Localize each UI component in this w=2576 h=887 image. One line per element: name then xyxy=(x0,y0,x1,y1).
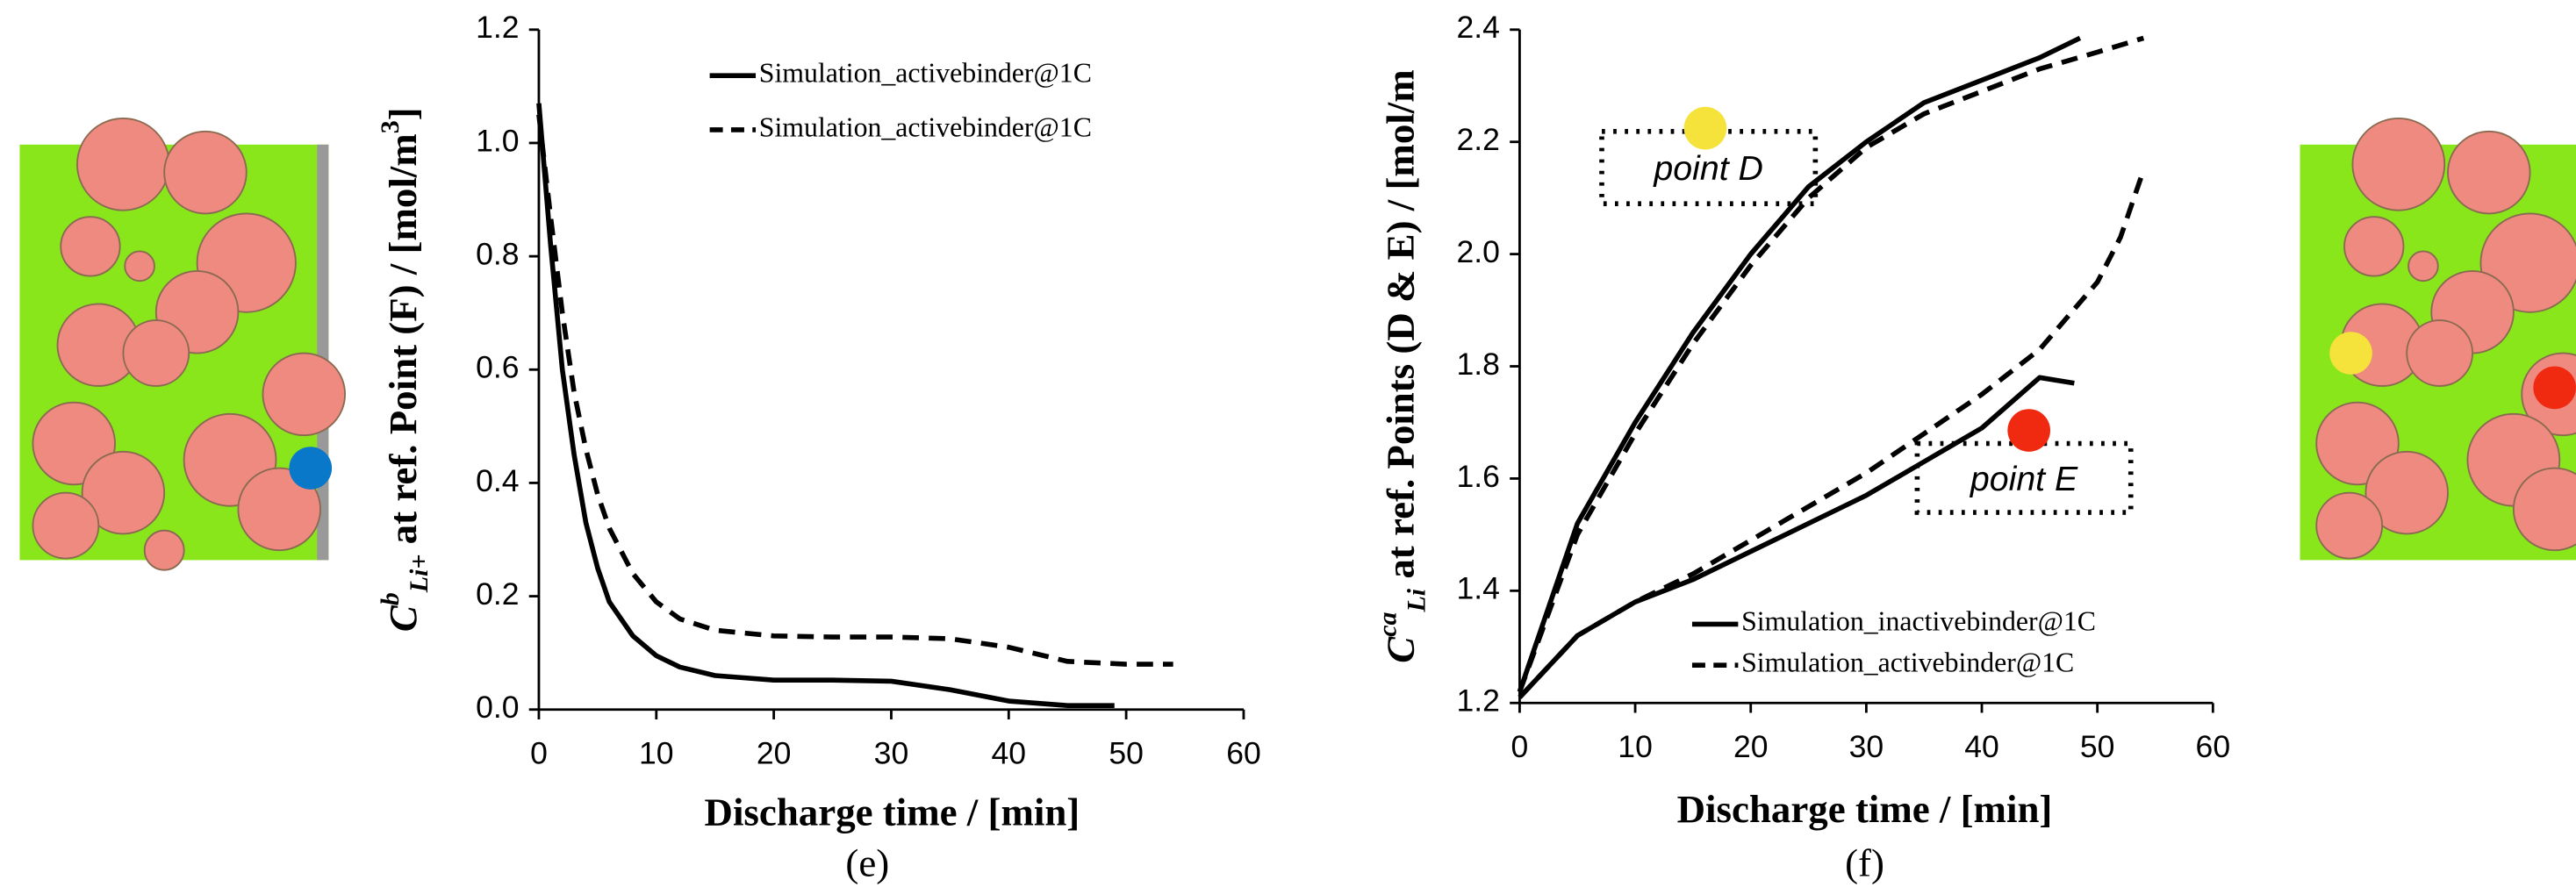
legend-label: Simulation_inactivebinder@1C xyxy=(1741,606,2096,637)
y-axis-title-part: at ref. Point (F) / [mol/m xyxy=(382,133,426,554)
microstructure-right xyxy=(2300,117,2576,561)
y-tick-label: 0.6 xyxy=(476,350,519,385)
series-line xyxy=(536,103,1115,709)
annotation: point D xyxy=(1653,149,1763,188)
x-tick-label: 0 xyxy=(1511,729,1529,764)
y-axis-title: CbLi+ at ref. Point (F) / [mol/m3] xyxy=(377,107,434,632)
y-tick-label: 1.4 xyxy=(1457,571,1500,606)
y-axis-title-part: ca xyxy=(1374,612,1403,636)
x-tick-label: 40 xyxy=(1964,729,1999,764)
annotation: point E xyxy=(1970,460,2078,498)
y-axis-title-part: Li xyxy=(1403,588,1432,612)
y-axis-title-part: Li+ xyxy=(405,554,434,594)
y-axis-title-part: ] xyxy=(382,107,426,120)
y-tick-label: 1.2 xyxy=(1457,683,1500,719)
y-tick-label: 1.0 xyxy=(476,123,519,158)
x-tick-label: 30 xyxy=(1849,729,1884,764)
legend-label: Simulation_activebinder@1C xyxy=(759,111,1092,142)
series-line xyxy=(1518,168,2146,699)
microstructure-left xyxy=(19,117,347,571)
caption: (e) xyxy=(845,841,889,885)
x-tick-label: 10 xyxy=(1618,729,1653,764)
x-tick-label: 20 xyxy=(1733,729,1769,764)
series-line xyxy=(1517,35,2145,693)
y-tick-label: 2.0 xyxy=(1457,234,1500,269)
x-axis-title: Discharge time / [min] xyxy=(1677,787,2053,831)
y-tick-label: 0.8 xyxy=(476,237,519,272)
x-tick-label: 60 xyxy=(2196,729,2231,764)
caption: (f) xyxy=(1845,841,1884,885)
series-line xyxy=(1518,375,2075,699)
y-tick-label: 0.4 xyxy=(476,463,519,498)
y-tick-label: 1.6 xyxy=(1457,459,1500,494)
x-tick-label: 0 xyxy=(530,736,548,771)
x-tick-label: 40 xyxy=(992,736,1027,771)
y-tick-label: 1.2 xyxy=(476,10,519,45)
y-tick-label: 2.4 xyxy=(1457,10,1500,45)
y-tick-label: 0.0 xyxy=(476,690,519,725)
annotation-decor xyxy=(1599,106,2134,515)
y-axis-title-part: 3 xyxy=(377,120,405,133)
x-tick-label: 50 xyxy=(2080,729,2115,764)
y-tick-label: 1.8 xyxy=(1457,347,1500,382)
x-axis-title: Discharge time / [min] xyxy=(705,790,1080,834)
x-tick-label: 60 xyxy=(1226,736,1261,771)
y-axis-title-part: at ref. Points (D & E) / [mol/m xyxy=(1379,69,1423,589)
y-axis-title-part: C xyxy=(1379,636,1423,663)
legend-label: Simulation_activebinder@1C xyxy=(1741,647,2074,677)
y-axis-title-part: C xyxy=(382,604,426,632)
x-tick-label: 30 xyxy=(874,736,909,771)
y-tick-label: 0.2 xyxy=(476,576,519,612)
x-tick-label: 50 xyxy=(1109,736,1144,771)
x-tick-label: 10 xyxy=(639,736,674,771)
x-tick-label: 20 xyxy=(757,736,792,771)
y-tick-label: 2.2 xyxy=(1457,122,1500,157)
y-axis-title: CcaLi at ref. Points (D & E) / [mol/m xyxy=(1374,69,1432,662)
series-line xyxy=(536,114,1173,667)
y-axis-title-part: b xyxy=(377,592,405,605)
legend-label: Simulation_activebinder@1C xyxy=(759,58,1092,89)
series-line xyxy=(1517,35,2082,693)
